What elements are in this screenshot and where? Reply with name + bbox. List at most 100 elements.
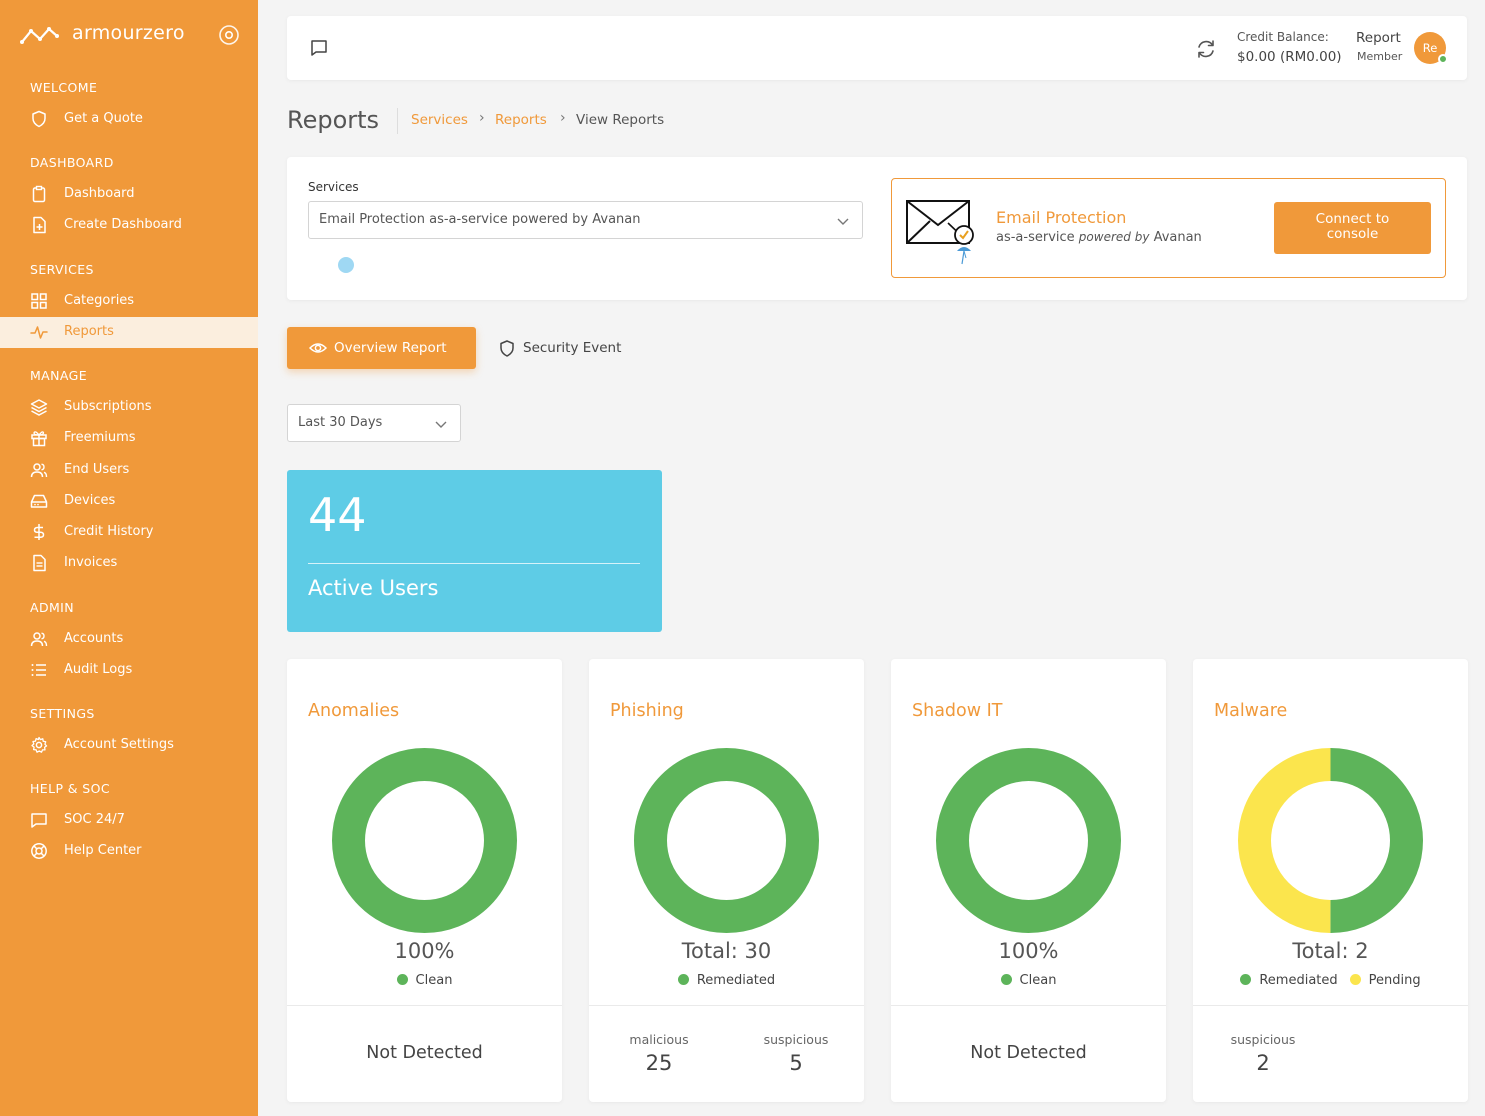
- legend-label: Remediated: [696, 973, 776, 988]
- service-description: as-a-service powered by Avanan: [996, 230, 1202, 245]
- sidebar-item-label: Categories: [64, 293, 135, 308]
- breadcrumb-separator-icon: ›: [479, 110, 485, 126]
- file-plus-icon: [33, 216, 46, 234]
- divider: [1193, 1005, 1468, 1006]
- eye-icon: [309, 343, 327, 353]
- sidebar-item-label: Invoices: [64, 555, 118, 570]
- shield-icon: [500, 340, 514, 357]
- sidebar-item-label: Freemiums: [64, 430, 136, 445]
- clipboard-icon: [32, 185, 46, 203]
- legend-dot: [677, 974, 689, 985]
- breadcrumb-reports[interactable]: Reports: [495, 112, 547, 128]
- services-label: Services: [308, 180, 359, 194]
- credit-balance-value: $0.00 (RM0.00): [1237, 49, 1342, 65]
- sidebar-section-title: ADMIN: [30, 600, 74, 615]
- donut-chart: [1238, 748, 1423, 933]
- active-users-count: 44: [308, 488, 367, 542]
- sidebar-item-subscriptions[interactable]: Subscriptions: [0, 392, 258, 423]
- sidebar-item-account-settings[interactable]: Account Settings: [0, 730, 258, 761]
- legend: Clean: [287, 973, 562, 988]
- divider: [891, 1005, 1166, 1006]
- top-bar: Credit Balance: $0.00 (RM0.00) Report Me…: [287, 16, 1467, 80]
- sidebar-item-audit-logs[interactable]: Audit Logs: [0, 655, 258, 686]
- page-title: Reports: [287, 106, 380, 134]
- service-name: Email Protection: [996, 208, 1127, 227]
- sidebar-section-title: DASHBOARD: [30, 155, 114, 170]
- legend-label: Clean: [415, 973, 453, 988]
- donut-chart: [634, 748, 819, 933]
- dollar-icon: [33, 524, 45, 540]
- legend-item[interactable]: Remediated: [1240, 973, 1338, 988]
- sidebar-item-categories[interactable]: Categories: [0, 286, 258, 317]
- sidebar-item-get-a-quote[interactable]: Get a Quote: [0, 104, 258, 135]
- breadcrumb-current: View Reports: [576, 112, 665, 128]
- brand-logo-icon: [20, 27, 59, 44]
- legend-item[interactable]: Clean: [396, 973, 453, 988]
- loading-indicator: [338, 257, 354, 273]
- tab-overview-report[interactable]: Overview Report: [287, 327, 476, 369]
- donut-segment[interactable]: [936, 748, 1121, 933]
- sidebar-item-accounts[interactable]: Accounts: [0, 624, 258, 655]
- legend-item[interactable]: Remediated: [677, 973, 776, 988]
- legend: Clean: [891, 973, 1166, 988]
- stat-metric: suspicious 2: [1213, 1032, 1313, 1075]
- user-name[interactable]: Report: [1356, 30, 1401, 46]
- tab-label: Security Event: [523, 340, 622, 356]
- user-role: Member: [1357, 50, 1403, 63]
- sidebar-section-title: WELCOME: [30, 80, 98, 95]
- tab-security-event[interactable]: Security Event: [495, 327, 645, 369]
- email-protection-icon: [906, 200, 974, 265]
- donut-segment[interactable]: [332, 748, 517, 933]
- sidebar-item-label: End Users: [64, 462, 130, 477]
- sidebar-item-reports[interactable]: Reports: [0, 317, 258, 348]
- donut-chart: [332, 748, 517, 933]
- chat-icon[interactable]: [309, 38, 329, 58]
- avatar-initials: Re: [1422, 41, 1438, 55]
- sidebar-item-dashboard[interactable]: Dashboard: [0, 179, 258, 210]
- sidebar-item-devices[interactable]: Devices: [0, 486, 258, 517]
- brand[interactable]: armourzero: [20, 20, 245, 52]
- stat-footer-text: Not Detected: [970, 1043, 1087, 1063]
- donut-segment[interactable]: [1238, 748, 1423, 933]
- sidebar-item-label: Subscriptions: [64, 399, 152, 414]
- legend-item[interactable]: Pending: [1349, 973, 1421, 988]
- stat-card-anomalies: Anomalies 100% Clean Not Detected: [287, 659, 562, 1102]
- sidebar-item-invoices[interactable]: Invoices: [0, 548, 258, 579]
- sidebar-item-label: Get a Quote: [64, 111, 143, 126]
- brand-name: armourzero: [72, 22, 185, 44]
- legend-item[interactable]: Clean: [1000, 973, 1057, 988]
- file-text-icon: [33, 554, 46, 572]
- sidebar-item-label: Accounts: [64, 631, 124, 646]
- avatar[interactable]: Re: [1414, 32, 1448, 64]
- donut-segment[interactable]: [634, 748, 819, 933]
- grid-icon: [31, 293, 47, 309]
- chevron-down-icon: [837, 218, 849, 225]
- sidebar-item-create-dashboard[interactable]: Create Dashboard: [0, 210, 258, 241]
- breadcrumb-services[interactable]: Services: [411, 112, 468, 128]
- message-icon: [31, 813, 47, 828]
- stat-main-value: Total: 2: [1292, 939, 1369, 963]
- stat-title: Phishing: [610, 701, 684, 721]
- sidebar-item-help-center[interactable]: Help Center: [0, 836, 258, 867]
- legend-label: Clean: [1019, 973, 1057, 988]
- sidebar-item-freemiums[interactable]: Freemiums: [0, 423, 258, 454]
- divider: [308, 563, 640, 564]
- life-buoy-icon: [31, 843, 47, 859]
- sidebar-item-credit-history[interactable]: Credit History: [0, 517, 258, 548]
- sidebar-item-soc-24-7[interactable]: SOC 24/7: [0, 805, 258, 836]
- date-range-select[interactable]: Last 30 Days: [287, 404, 461, 442]
- users-icon: [30, 463, 48, 478]
- sidebar-item-label: Dashboard: [64, 186, 135, 201]
- shield-icon: [32, 110, 46, 128]
- services-select[interactable]: Email Protection as-a-service powered by…: [308, 201, 863, 239]
- connect-to-console-button[interactable]: Connect to console: [1274, 202, 1431, 254]
- refresh-icon[interactable]: [1195, 38, 1217, 60]
- gift-icon: [31, 431, 47, 447]
- services-select-value: Email Protection as-a-service powered by…: [319, 212, 641, 227]
- metric-value: 25: [645, 1051, 673, 1075]
- sidebar-toggle-icon[interactable]: [218, 24, 240, 46]
- sidebar: armourzero WELCOME Get a Quote DASHBOARD Da…: [0, 0, 258, 1116]
- sidebar-item-end-users[interactable]: End Users: [0, 455, 258, 486]
- metric-label: suspicious: [763, 1032, 829, 1047]
- stat-metric: suspicious 5: [746, 1032, 846, 1075]
